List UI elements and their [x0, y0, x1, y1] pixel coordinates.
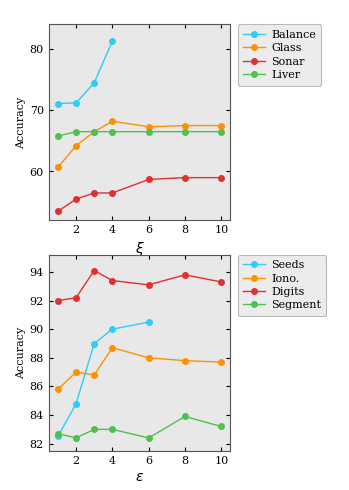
Line: Iono.: Iono. [55, 345, 224, 392]
Balance [74, 100, 78, 106]
Line: Balance: Balance [55, 38, 115, 106]
X-axis label: $\xi$: $\xi$ [135, 240, 144, 258]
Iono. [92, 372, 96, 378]
Seeds [56, 434, 60, 440]
Line: Segment: Segment [55, 414, 224, 441]
Segment [56, 431, 60, 437]
Y-axis label: Accuracy: Accuracy [16, 327, 25, 379]
Sonar [110, 190, 114, 196]
Liver [219, 129, 223, 135]
Seeds [92, 341, 96, 346]
Y-axis label: Accuracy: Accuracy [16, 97, 25, 148]
Legend: Balance, Glass, Sonar, Liver: Balance, Glass, Sonar, Liver [238, 24, 321, 86]
Sonar [219, 174, 223, 180]
Balance [92, 80, 96, 86]
Seeds [110, 326, 114, 332]
Liver [110, 129, 114, 135]
Sonar [56, 208, 60, 214]
Balance [56, 100, 60, 106]
Segment [219, 423, 223, 429]
Line: Seeds: Seeds [55, 319, 151, 439]
Digits [183, 272, 187, 278]
Segment [74, 435, 78, 441]
Iono. [110, 345, 114, 351]
Digits [92, 268, 96, 273]
Sonar [74, 196, 78, 202]
Glass [110, 118, 114, 124]
Glass [147, 124, 151, 130]
Iono. [74, 369, 78, 375]
Line: Glass: Glass [55, 119, 224, 170]
Glass [74, 143, 78, 148]
Digits [74, 295, 78, 301]
Line: Digits: Digits [55, 268, 224, 303]
Seeds [147, 319, 151, 325]
Segment [92, 426, 96, 432]
Glass [56, 164, 60, 170]
Sonar [147, 176, 151, 182]
Segment [110, 426, 114, 432]
Glass [92, 129, 96, 135]
Liver [183, 129, 187, 135]
Iono. [147, 355, 151, 361]
Liver [56, 133, 60, 139]
Digits [110, 278, 114, 284]
Iono. [183, 358, 187, 364]
Legend: Seeds, Iono., Digits, Segment: Seeds, Iono., Digits, Segment [238, 255, 326, 316]
Line: Liver: Liver [55, 129, 224, 139]
Segment [183, 414, 187, 419]
Balance [110, 38, 114, 44]
Sonar [183, 174, 187, 180]
Seeds [74, 401, 78, 407]
Digits [147, 282, 151, 288]
Glass [219, 122, 223, 128]
Liver [147, 129, 151, 135]
Liver [74, 129, 78, 135]
Glass [183, 122, 187, 128]
Digits [219, 279, 223, 285]
Segment [147, 435, 151, 441]
Line: Sonar: Sonar [55, 175, 224, 214]
Liver [92, 129, 96, 135]
Sonar [92, 190, 96, 196]
Digits [56, 297, 60, 303]
X-axis label: $\varepsilon$: $\varepsilon$ [135, 470, 144, 484]
Iono. [56, 386, 60, 392]
Iono. [219, 359, 223, 365]
